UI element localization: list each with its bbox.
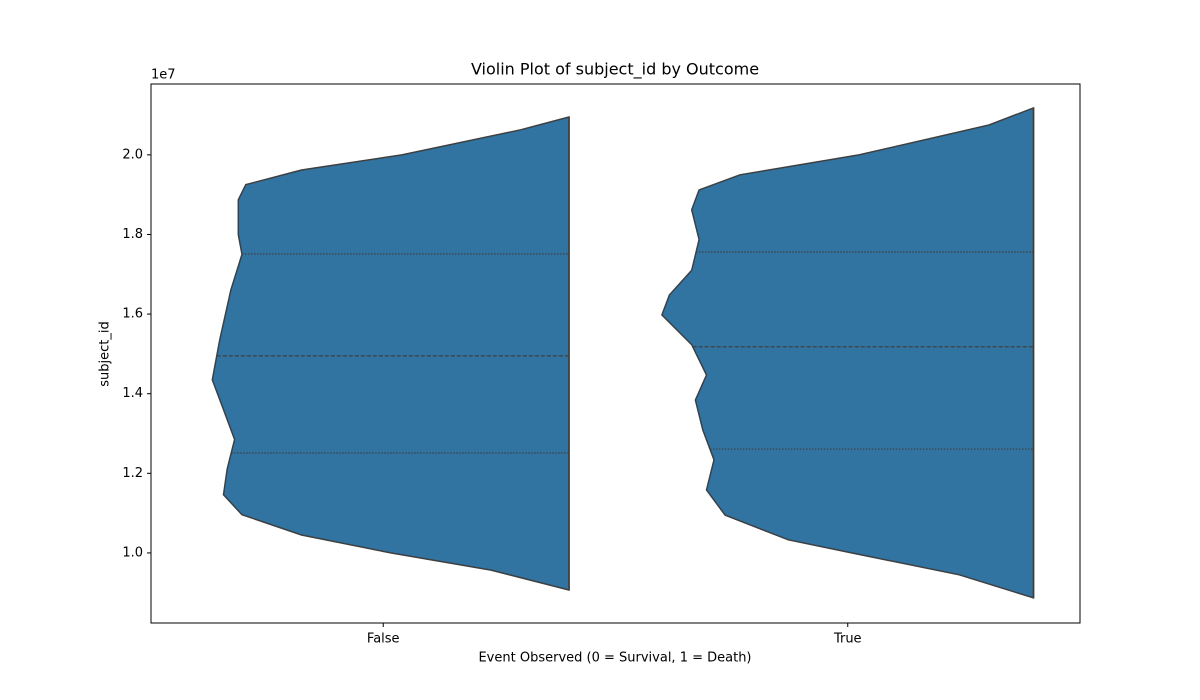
x-tick-label: True bbox=[833, 632, 862, 647]
y-tick-label: 1.6 bbox=[122, 307, 143, 322]
plot-frame bbox=[150, 83, 1081, 624]
y-axis-label: subject_id bbox=[98, 321, 113, 386]
x-tick-label: False bbox=[367, 632, 400, 647]
y-tick-label: 1.4 bbox=[122, 386, 143, 401]
y-offset-label: 1e7 bbox=[151, 68, 176, 83]
violin-body bbox=[661, 106, 1035, 599]
chart-title: Violin Plot of subject_id by Outcome bbox=[471, 60, 759, 80]
y-tick-label: 1.8 bbox=[122, 227, 143, 242]
y-tick-label: 1.2 bbox=[122, 466, 143, 481]
y-tick-label: 2.0 bbox=[122, 147, 143, 162]
violin-body bbox=[211, 116, 570, 591]
y-tick-label: 1.0 bbox=[122, 545, 143, 560]
x-axis-label: Event Observed (0 = Survival, 1 = Death) bbox=[478, 651, 751, 666]
